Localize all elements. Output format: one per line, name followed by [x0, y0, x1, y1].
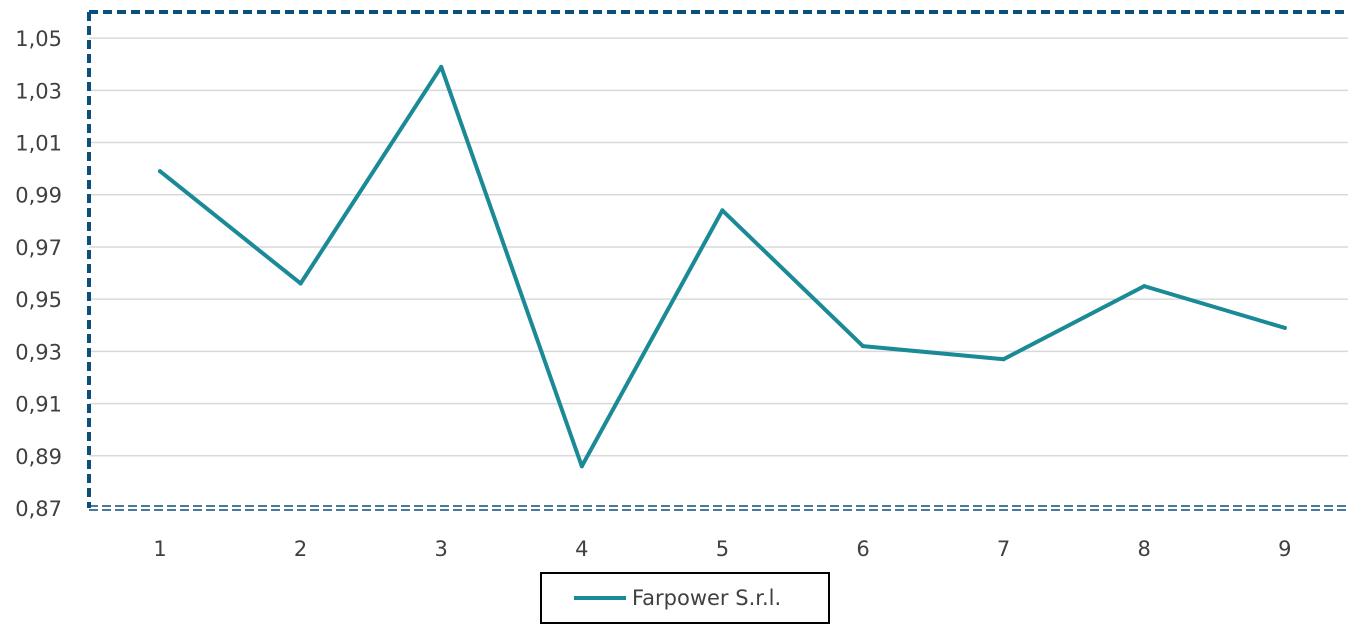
data-point: [720, 208, 725, 213]
legend-swatch: [574, 596, 626, 600]
data-point: [298, 281, 303, 286]
data-point: [1142, 284, 1147, 289]
legend: Farpower S.r.l.: [540, 572, 830, 624]
x-axis-ticks: 1 2 3 4 5 6 7 8 9: [153, 537, 1291, 561]
x-tick-label: 2: [294, 537, 307, 561]
x-tick-label: 5: [716, 537, 729, 561]
data-point: [861, 344, 865, 349]
y-tick-label: 0,95: [15, 288, 62, 312]
y-tick-label: 1,03: [15, 79, 62, 103]
plot-frame: [87, 10, 1348, 511]
data-point: [579, 464, 584, 469]
y-tick-label: 0,93: [15, 340, 62, 364]
x-tick-label: 9: [1278, 537, 1291, 561]
data-point: [1001, 357, 1006, 362]
x-tick-label: 6: [856, 537, 869, 561]
x-tick-label: 8: [1138, 537, 1151, 561]
legend-label: Farpower S.r.l.: [632, 586, 782, 610]
x-tick-label: 4: [575, 537, 588, 561]
x-tick-label: 1: [153, 537, 166, 561]
data-point: [439, 64, 444, 69]
data-point: [158, 169, 162, 174]
data-point: [1282, 325, 1287, 330]
y-tick-label: 0,91: [15, 393, 62, 417]
y-tick-label: 0,97: [15, 236, 62, 260]
y-tick-label: 0,87: [15, 497, 62, 521]
series-layer: [158, 64, 1287, 469]
y-tick-label: 1,01: [15, 132, 62, 156]
y-axis-ticks: 0,87 0,89 0,91 0,93 0,95 0,97 0,99 1,01 1,03 1,05: [15, 27, 62, 521]
x-tick-label: 3: [435, 537, 448, 561]
y-tick-label: 1,05: [15, 27, 62, 51]
y-tick-label: 0,99: [15, 184, 62, 208]
series-line: [158, 64, 1287, 469]
y-tick-label: 0,89: [15, 445, 62, 469]
x-tick-label: 7: [997, 537, 1010, 561]
gridlines: [89, 37, 1348, 457]
